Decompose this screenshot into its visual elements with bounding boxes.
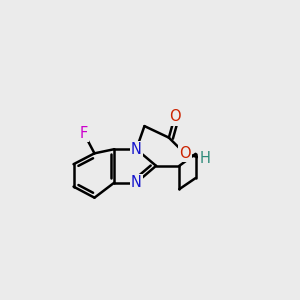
Text: H: H xyxy=(200,152,210,166)
Text: F: F xyxy=(80,126,88,141)
Text: O: O xyxy=(169,109,181,124)
Text: N: N xyxy=(131,175,142,190)
Text: O: O xyxy=(179,146,191,161)
Text: N: N xyxy=(131,142,142,157)
